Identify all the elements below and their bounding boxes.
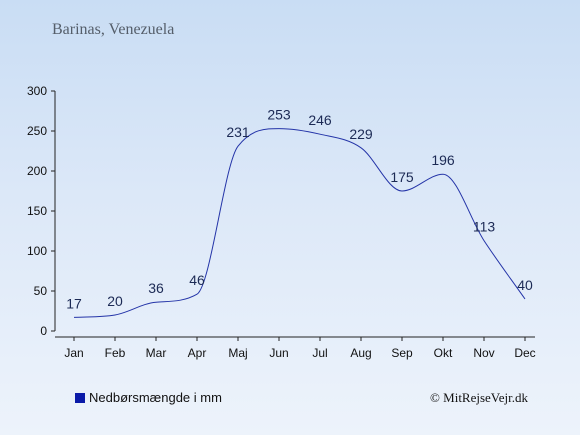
series-line	[73, 128, 526, 318]
x-tick-label: Nov	[473, 346, 494, 360]
y-tick-label: 0	[40, 324, 47, 338]
data-label: 253	[267, 107, 291, 123]
legend: Nedbørsmængde i mm	[75, 390, 222, 405]
x-tick-label: Okt	[434, 346, 453, 360]
data-label: 229	[349, 126, 373, 142]
x-tick-label: Mar	[146, 346, 167, 360]
data-label: 17	[66, 295, 82, 311]
copyright-text: © MitRejseVejr.dk	[430, 390, 528, 405]
y-tick-label: 50	[34, 284, 48, 298]
data-label: 231	[226, 124, 250, 140]
x-tick-label: Sep	[391, 346, 413, 360]
location-title: Barinas, Venezuela	[52, 21, 175, 38]
data-label: 246	[308, 112, 332, 128]
x-tick-label: Jan	[64, 346, 83, 360]
data-label: 196	[431, 152, 455, 168]
x-axis-ticks: Jan Feb Mar Apr Maj Jun Jul Aug Sep Okt Nov Dec	[64, 337, 536, 360]
data-label: 175	[390, 169, 414, 185]
x-tick-label: Apr	[188, 346, 207, 360]
x-tick-label: Jul	[312, 346, 327, 360]
data-label: 20	[107, 293, 123, 309]
x-tick-label: Aug	[350, 346, 371, 360]
y-tick-label: 100	[27, 244, 47, 258]
x-tick-label: Jun	[269, 346, 288, 360]
data-label: 113	[473, 219, 496, 235]
data-label: 36	[148, 280, 164, 296]
x-tick-label: Maj	[228, 346, 247, 360]
y-tick-label: 200	[27, 164, 47, 178]
y-tick-label: 150	[27, 204, 47, 218]
x-tick-label: Dec	[514, 346, 535, 360]
data-label: 46	[189, 272, 205, 288]
chart-axes	[54, 91, 535, 338]
legend-label: Nedbørsmængde i mm	[89, 390, 222, 405]
y-tick-label: 300	[27, 84, 47, 98]
y-axis-ticks: 0 50 100 150 200 250 300	[27, 84, 55, 338]
data-label: 40	[517, 277, 533, 293]
y-tick-label: 250	[27, 124, 47, 138]
x-tick-label: Feb	[105, 346, 126, 360]
data-labels: 17 20 36 46 231 253 246 229 175 196 113 40	[66, 107, 533, 312]
legend-swatch	[75, 392, 85, 403]
